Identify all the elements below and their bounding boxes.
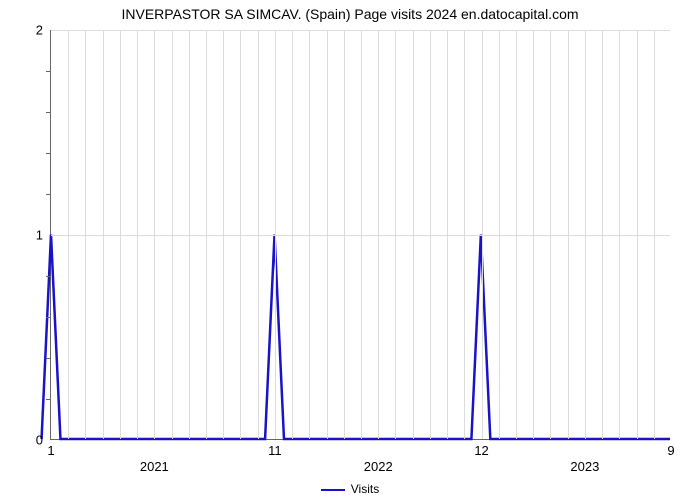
ytick-minor <box>46 112 51 113</box>
xtick-year-label: 2023 <box>570 439 599 474</box>
legend: Visits <box>0 482 700 496</box>
plot-area: 012111129202120222023 <box>50 30 670 440</box>
ytick-label: 2 <box>36 23 51 38</box>
ytick-minor <box>46 358 51 359</box>
ytick-minor <box>46 194 51 195</box>
xtick-label: 11 <box>268 439 282 458</box>
xtick-label: 12 <box>474 439 488 458</box>
legend-label: Visits <box>351 482 379 496</box>
ytick-minor <box>46 399 51 400</box>
ytick-minor <box>46 317 51 318</box>
legend-swatch <box>321 489 345 491</box>
chart-container: INVERPASTOR SA SIMCAV. (Spain) Page visi… <box>0 0 700 500</box>
xtick-year-label: 2022 <box>364 439 393 474</box>
ytick-label: 1 <box>36 228 51 243</box>
chart-title: INVERPASTOR SA SIMCAV. (Spain) Page visi… <box>0 6 700 22</box>
gridline-h <box>51 30 670 31</box>
ytick-minor <box>46 276 51 277</box>
gridline-h <box>51 235 670 236</box>
xtick-label: 9 <box>667 439 674 458</box>
visits-line <box>42 235 670 440</box>
ytick-minor <box>46 153 51 154</box>
xtick-label: 1 <box>47 439 54 458</box>
ytick-minor <box>46 71 51 72</box>
xtick-year-label: 2021 <box>140 439 169 474</box>
